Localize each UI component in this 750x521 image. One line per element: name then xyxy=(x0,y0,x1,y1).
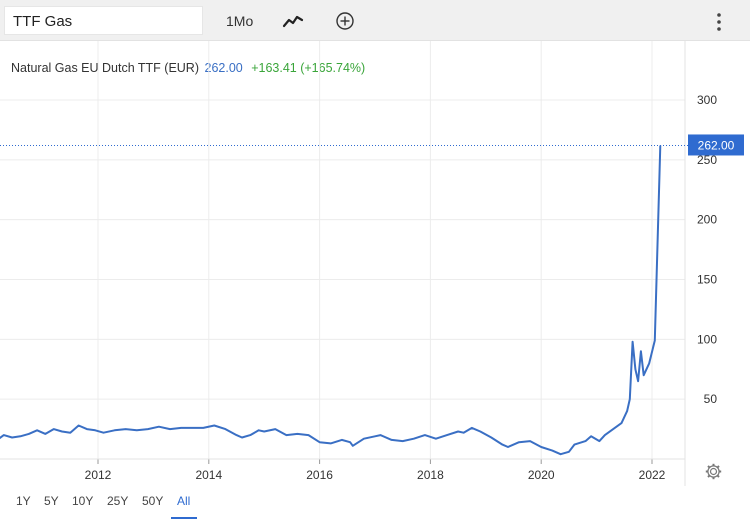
chart-legend: Natural Gas EU Dutch TTF (EUR) 262.00 +1… xyxy=(11,61,365,75)
last-price-label: 262.00 xyxy=(698,138,735,152)
y-tick-label: 300 xyxy=(697,93,717,107)
price-series-line xyxy=(0,145,662,456)
toolbar: TTF Gas 1Mo xyxy=(0,0,750,41)
range-all-button[interactable]: All xyxy=(177,494,191,508)
x-tick-label: 2014 xyxy=(195,468,222,482)
y-tick-label: 50 xyxy=(704,392,718,406)
x-tick-label: 2018 xyxy=(417,468,444,482)
period-button[interactable]: 1Mo xyxy=(226,13,254,29)
range-50y-button[interactable]: 50Y xyxy=(142,494,164,508)
y-tick-label: 200 xyxy=(697,213,717,227)
price-chart[interactable]: 50 100 150 200 250 300 2012 2014 2016 2018 2020 202… xyxy=(0,41,750,486)
range-1y-button[interactable]: 1Y xyxy=(16,494,31,508)
range-25y-button[interactable]: 25Y xyxy=(107,494,129,508)
legend-change: +163.41 (+165.74%) xyxy=(251,61,366,75)
x-tick-label: 2022 xyxy=(639,468,666,482)
range-10y-button[interactable]: 10Y xyxy=(72,494,94,508)
y-tick-label: 100 xyxy=(697,332,717,346)
range-selector: 1Y 5Y 10Y 25Y 50Y All xyxy=(0,486,750,521)
y-tick-label: 250 xyxy=(697,153,717,167)
range-5y-button[interactable]: 5Y xyxy=(44,494,59,508)
last-price-badge xyxy=(688,134,744,156)
y-tick-label: 150 xyxy=(697,273,717,287)
active-range-indicator xyxy=(171,517,197,519)
gear-icon[interactable] xyxy=(705,463,722,480)
kebab-menu-icon[interactable] xyxy=(712,11,726,33)
symbol-search-input[interactable]: TTF Gas xyxy=(4,6,203,35)
x-tick-label: 2012 xyxy=(85,468,112,482)
legend-series-name: Natural Gas EU Dutch TTF (EUR) xyxy=(11,61,200,75)
line-chart-icon[interactable] xyxy=(282,12,304,30)
x-tick-label: 2020 xyxy=(528,468,555,482)
x-tick-label: 2016 xyxy=(306,468,333,482)
legend-current-value: 262.00 xyxy=(204,61,243,75)
plus-circle-icon[interactable] xyxy=(335,11,355,31)
